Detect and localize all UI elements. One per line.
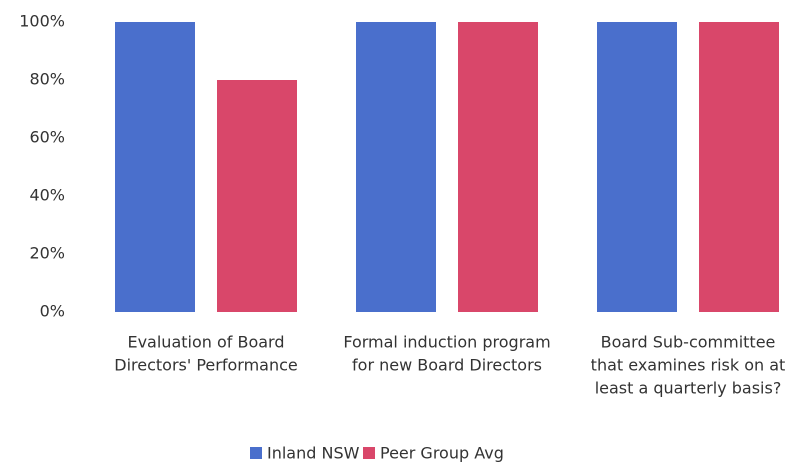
legend-swatch	[250, 447, 262, 459]
y-tick-label: 60%	[29, 128, 65, 147]
legend-label: Peer Group Avg	[380, 444, 504, 463]
bar	[597, 22, 677, 312]
y-tick-label: 100%	[19, 12, 65, 31]
y-tick-label: 40%	[29, 186, 65, 205]
bar	[458, 22, 538, 312]
y-tick-label: 80%	[29, 70, 65, 89]
bar	[699, 22, 779, 312]
x-tick-label: Directors' Performance	[114, 356, 297, 375]
x-tick-label: that examines risk on at	[591, 356, 786, 375]
bar	[217, 80, 297, 312]
x-tick-label: Evaluation of Board	[127, 333, 284, 352]
legend-swatch	[363, 447, 375, 459]
bar	[115, 22, 195, 312]
bar	[356, 22, 436, 312]
y-tick-label: 0%	[40, 302, 65, 321]
x-tick-label: Formal induction program	[343, 333, 550, 352]
y-tick-label: 20%	[29, 244, 65, 263]
x-tick-label: least a quarterly basis?	[595, 379, 782, 398]
legend-label: Inland NSW	[267, 444, 360, 463]
x-tick-label: for new Board Directors	[352, 356, 542, 375]
x-tick-label: Board Sub-committee	[601, 333, 776, 352]
